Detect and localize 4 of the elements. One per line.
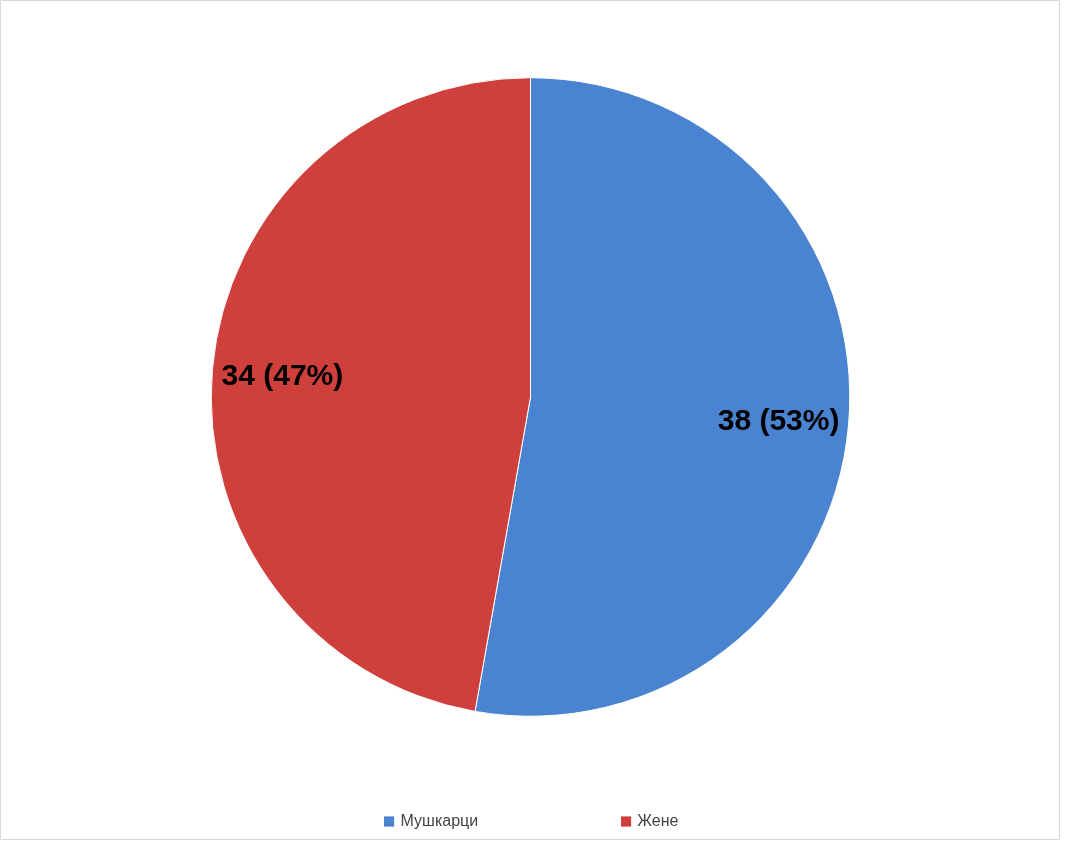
legend-label: Жене xyxy=(637,812,679,830)
data-label: 34 (47%) xyxy=(221,357,344,391)
legend-label: Мушкарци xyxy=(400,812,479,830)
data-label: 38 (53%) xyxy=(717,403,840,437)
